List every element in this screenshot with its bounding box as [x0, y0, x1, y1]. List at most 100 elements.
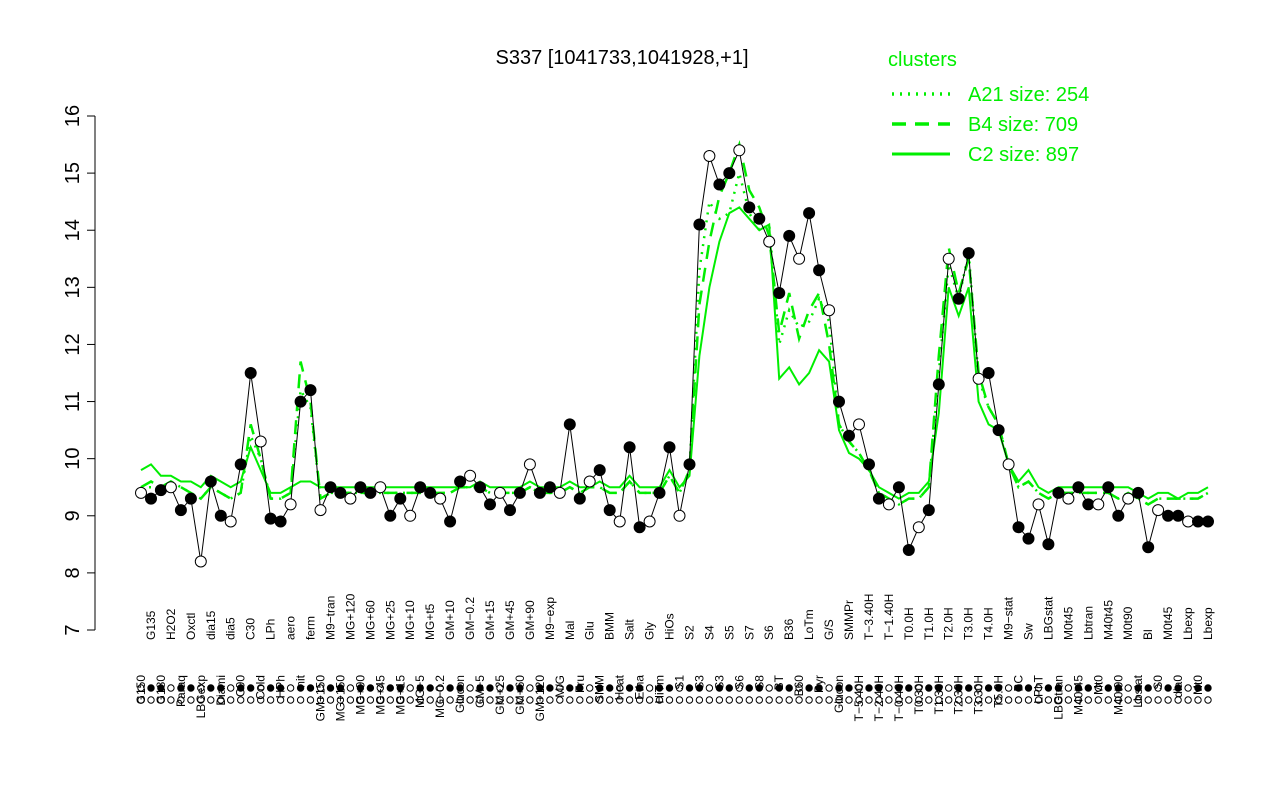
x-tick-label: Lbtran [1081, 606, 1095, 640]
x-axis-marker [645, 684, 654, 692]
y-tick-label: 14 [62, 219, 84, 241]
x-axis-marker [296, 684, 305, 692]
x-axis-marker [695, 684, 704, 692]
x-axis-marker [1144, 696, 1152, 704]
x-tick-label: M40t45 [1101, 600, 1115, 640]
data-point [872, 492, 885, 505]
x-axis-marker [257, 684, 265, 692]
x-axis-marker [635, 696, 644, 704]
x-tick-label: GM+45 [503, 600, 517, 640]
x-tick-label: Lbstat [1131, 674, 1145, 707]
x-axis-marker [556, 696, 564, 704]
x-tick-label: M0t90 [1121, 606, 1135, 640]
x-axis-marker [1174, 696, 1182, 704]
series-points [135, 144, 1214, 568]
x-axis-marker [825, 696, 833, 704]
x-axis-marker [276, 684, 285, 692]
x-tick-label: aero [284, 616, 298, 640]
data-point [1142, 541, 1155, 554]
x-tick-label: T3.30H [972, 675, 986, 714]
x-axis-marker [1124, 696, 1132, 704]
x-axis-marker [187, 696, 195, 704]
x-tick-label: Glucon [832, 675, 846, 713]
x-axis-marker [1114, 696, 1123, 704]
data-point [1112, 509, 1125, 522]
x-tick-label: T5.0H [992, 675, 1006, 708]
x-axis-marker [257, 696, 265, 704]
x-axis-marker [655, 684, 664, 692]
x-tick-label: M40t45 [1071, 675, 1085, 715]
x-axis-marker [296, 696, 305, 704]
x-tick-label: C30 [244, 618, 258, 640]
data-point [932, 378, 945, 391]
data-point [364, 486, 377, 499]
x-axis-marker [406, 696, 414, 704]
x-axis-marker [237, 696, 245, 704]
x-axis-marker [655, 696, 664, 704]
x-axis-marker [745, 696, 753, 704]
x-axis-marker [266, 684, 275, 692]
legend-title: clusters [888, 49, 957, 71]
data-point [823, 304, 836, 317]
x-axis-marker [1164, 684, 1172, 692]
data-point [833, 395, 845, 408]
data-point [1172, 509, 1185, 522]
data-point [1102, 481, 1115, 494]
data-point [154, 484, 167, 497]
data-point [214, 509, 227, 522]
data-point [892, 481, 905, 494]
x-axis-marker [386, 696, 394, 704]
data-point [763, 235, 776, 248]
x-axis-marker [217, 696, 225, 704]
data-point [663, 441, 676, 454]
x-axis-marker [1134, 684, 1142, 692]
y-tick-label: 9 [62, 510, 84, 521]
x-tick-label: S2 [682, 625, 696, 640]
x-axis-marker [1204, 684, 1212, 692]
x-axis-marker [466, 684, 474, 692]
x-axis-marker [795, 684, 803, 692]
x-axis-marker [1014, 684, 1023, 692]
x-tick-label: MG+10 [403, 600, 417, 640]
x-tick-label: T0.0H [902, 607, 916, 640]
data-point [494, 486, 506, 499]
x-axis-marker [376, 696, 384, 704]
x-axis-marker [167, 684, 175, 692]
x-tick-label: Lbexp [1201, 607, 1215, 640]
series-line-solid [140, 206, 1209, 500]
x-tick-label: Pyr [812, 675, 826, 693]
data-point [863, 458, 875, 471]
x-tick-label: GM+90 [523, 600, 537, 640]
x-tick-label: Etha [633, 675, 647, 700]
legend-label: B4 size: 709 [968, 114, 1078, 136]
data-point [1052, 486, 1065, 499]
x-tick-label: M9−tran [323, 596, 337, 640]
data-point [424, 486, 437, 499]
data-point [843, 429, 855, 442]
data-point [633, 521, 646, 534]
x-tick-label: BT [772, 674, 786, 690]
data-point [284, 498, 297, 511]
x-tick-label: LBGstat [1041, 596, 1055, 640]
x-axis-marker [336, 684, 345, 692]
data-point [414, 481, 427, 494]
x-tick-label: T2.0H [942, 607, 956, 640]
x-axis-marker [1204, 696, 1212, 704]
x-axis-marker [885, 696, 893, 704]
data-point [1122, 492, 1135, 505]
x-tick-label: Mt0 [1191, 675, 1205, 695]
x-axis-marker [715, 684, 724, 692]
data-point [523, 458, 536, 471]
data-point [404, 509, 417, 522]
data-point [194, 555, 207, 568]
data-point [793, 252, 806, 265]
x-tick-label: BMM [603, 612, 617, 640]
x-axis-marker [197, 696, 205, 704]
x-axis-marker [446, 684, 454, 692]
x-axis-marker [915, 696, 923, 704]
x-tick-label: G180 [154, 675, 168, 705]
data-line [140, 148, 1208, 562]
x-axis-marker [1084, 684, 1093, 692]
x-tick-label: GM+120 [533, 675, 547, 722]
